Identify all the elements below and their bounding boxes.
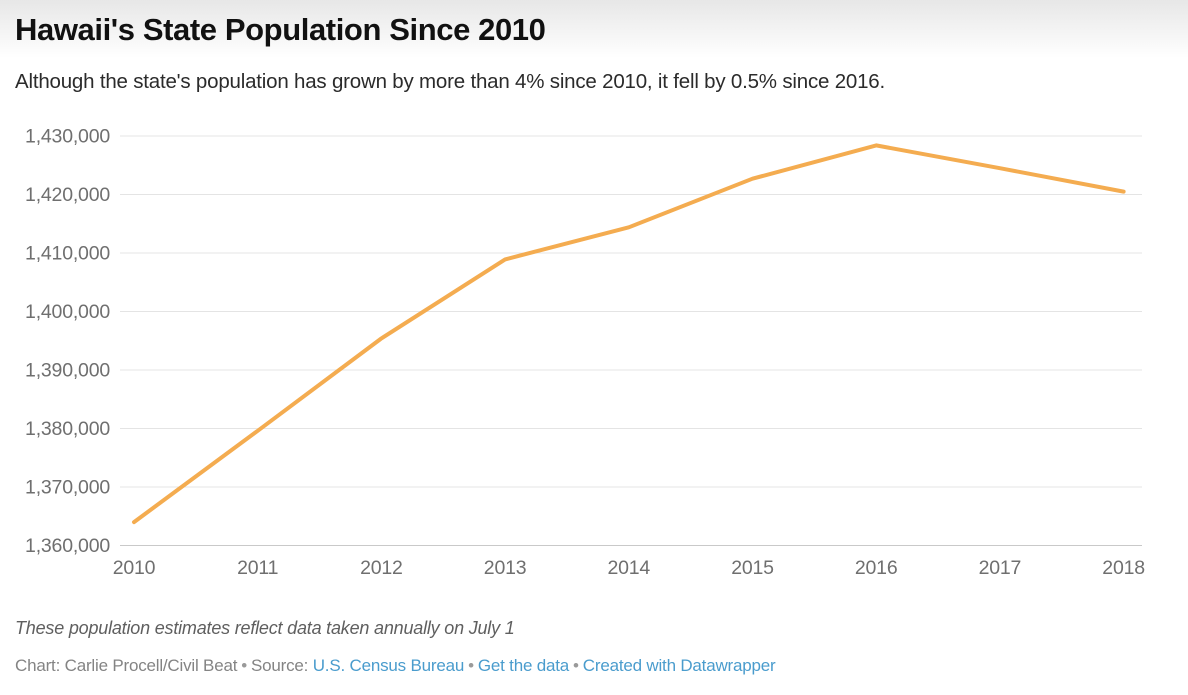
y-axis-tick-label: 1,360,000 — [25, 535, 110, 557]
chart-credit: Chart: Carlie Procell/Civil Beat — [15, 656, 238, 675]
y-axis-tick-label: 1,400,000 — [25, 301, 110, 323]
created-with-datawrapper-link[interactable]: Created with Datawrapper — [582, 656, 776, 675]
population-line — [132, 143, 1126, 525]
y-axis-tick-label: 1,420,000 — [25, 184, 110, 206]
chart-subtitle: Although the state's population has grow… — [15, 70, 885, 93]
y-axis-tick-label: 1,370,000 — [25, 477, 110, 499]
byline-separator: • — [573, 656, 579, 675]
line-chart-svg: 1,430,000 1,420,000 1,410,000 1,400,000 1,39… — [25, 126, 1145, 580]
chart-note: These population estimates reflect data … — [15, 618, 515, 638]
byline-separator: • — [468, 656, 474, 675]
byline-separator: • — [241, 656, 247, 675]
chart-byline: Chart: Carlie Procell/Civil Beat • Source:… — [15, 656, 1175, 676]
x-axis-tick-label: 2017 — [979, 557, 1022, 579]
x-axis-tick-label: 2010 — [113, 557, 156, 579]
y-axis-tick-label: 1,430,000 — [25, 126, 110, 148]
y-axis-tick-label: 1,410,000 — [25, 243, 110, 265]
x-axis-tick-label: 2014 — [608, 557, 651, 579]
get-the-data-link[interactable]: Get the data — [477, 656, 570, 675]
source-link-us-census-bureau[interactable]: U.S. Census Bureau — [312, 656, 465, 675]
line-chart: 1,430,000 1,420,000 1,410,000 1,400,000 1,39… — [0, 115, 1188, 590]
x-axis-tick-label: 2018 — [1102, 557, 1145, 579]
y-axis-tick-label: 1,390,000 — [25, 360, 110, 382]
x-axis-tick-label: 2012 — [360, 557, 403, 579]
x-axis-tick-label: 2015 — [731, 557, 774, 579]
source-label: Source: — [251, 656, 309, 675]
y-axis-tick-label: 1,380,000 — [25, 418, 110, 440]
x-axis-tick-label: 2013 — [484, 557, 527, 579]
chart-title: Hawaii's State Population Since 2010 — [15, 12, 546, 47]
x-axis-tick-label: 2011 — [237, 557, 278, 579]
x-axis-tick-label: 2016 — [855, 557, 898, 579]
